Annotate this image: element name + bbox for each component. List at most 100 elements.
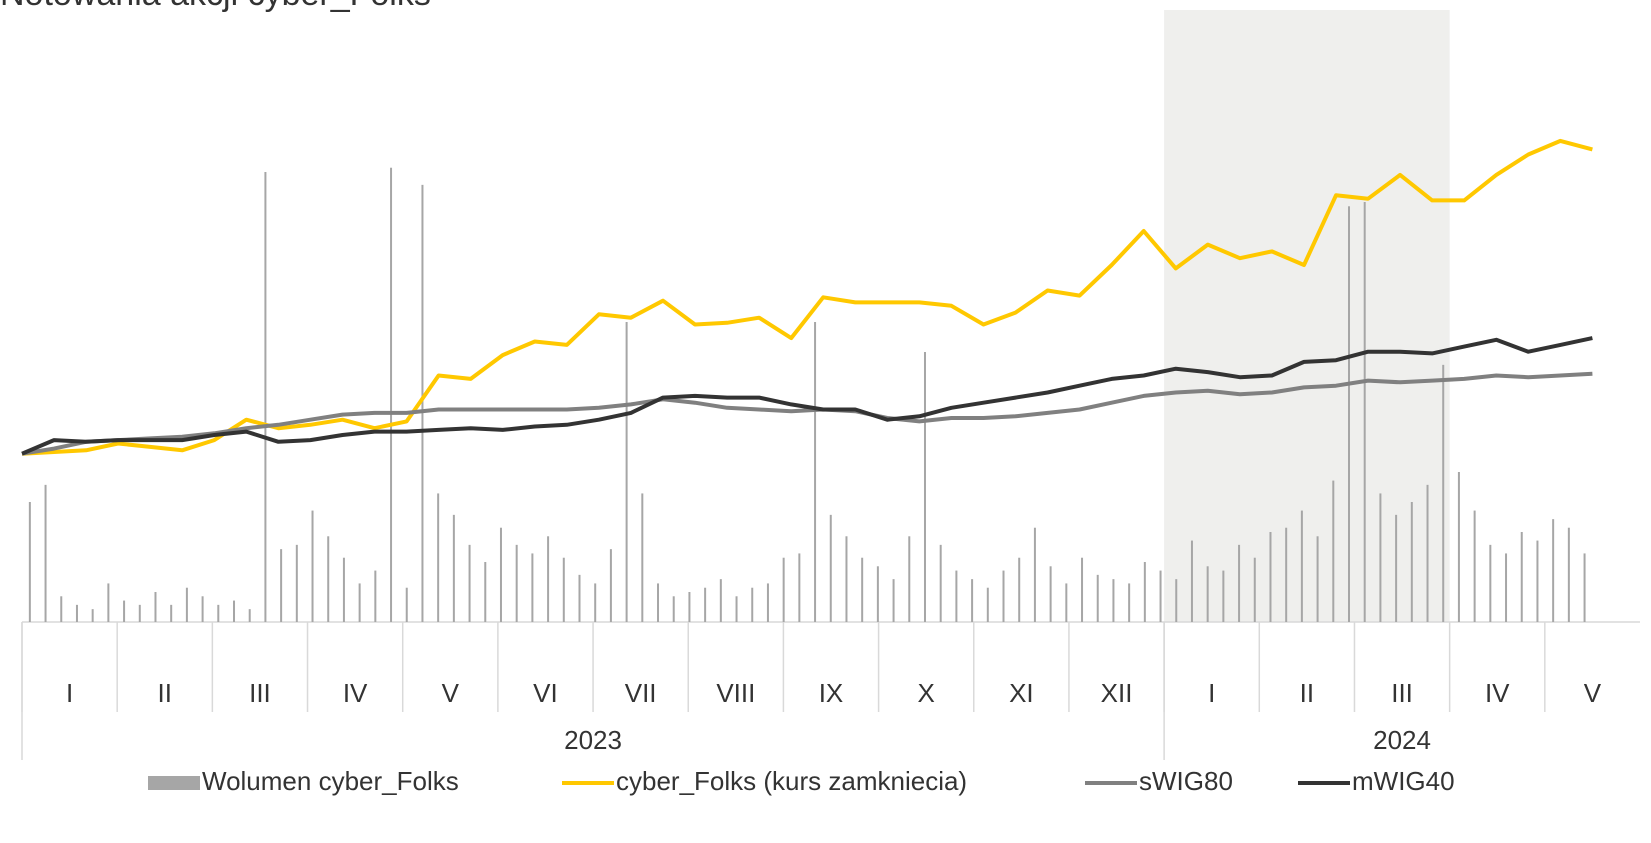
- volume-bar: [971, 579, 974, 622]
- volume-bar: [390, 167, 393, 622]
- volume-bar: [280, 549, 283, 622]
- volume-bar: [515, 544, 518, 622]
- volume-bar: [829, 514, 832, 622]
- volume-bar: [1363, 202, 1366, 622]
- volume-bar: [1096, 574, 1099, 622]
- volume-bar: [1253, 557, 1256, 622]
- volume-bar: [421, 184, 424, 622]
- x-tick-label: V: [442, 678, 460, 708]
- x-tick-label: II: [1300, 678, 1314, 708]
- shaded-period: [1164, 10, 1450, 622]
- volume-bar: [452, 514, 455, 622]
- volume-bar: [1002, 570, 1005, 622]
- volume-bar: [625, 322, 628, 622]
- volume-bar: [672, 596, 675, 622]
- volume-bar: [374, 570, 377, 622]
- legend-label: sWIG80: [1139, 766, 1233, 796]
- volume-bar: [170, 604, 173, 622]
- volume-bar: [1426, 484, 1429, 622]
- x-tick-label: I: [1208, 678, 1215, 708]
- volume-bar: [1410, 502, 1413, 622]
- volume-bar: [405, 587, 408, 622]
- volume-bar: [1332, 480, 1335, 622]
- volume-bar: [358, 583, 361, 622]
- volume-bar: [201, 596, 204, 622]
- volume-bar: [123, 600, 126, 622]
- volume-bar: [1112, 579, 1115, 622]
- volume-bar: [1379, 493, 1382, 622]
- volume-bar: [1143, 562, 1146, 622]
- legend-swatch: [148, 776, 200, 790]
- volume-bar: [28, 502, 31, 622]
- volume-bar: [1018, 557, 1021, 622]
- volume-bar: [1489, 544, 1492, 622]
- volume-bar: [531, 553, 534, 622]
- legend-label: Wolumen cyber_Folks: [202, 766, 459, 796]
- volume-bar: [1505, 553, 1508, 622]
- volume-bar: [751, 587, 754, 622]
- volume-bar: [1081, 557, 1084, 622]
- volume-bar: [1520, 532, 1523, 622]
- volume-bar: [217, 604, 220, 622]
- volume-bar: [107, 583, 110, 622]
- volume-bar: [185, 587, 188, 622]
- volume-bar: [264, 172, 267, 622]
- volume-bar: [1347, 206, 1350, 623]
- volume-bar: [923, 352, 926, 622]
- series-line: [21, 336, 1593, 456]
- volume-bar: [704, 587, 707, 622]
- x-tick-label: IV: [1485, 678, 1510, 708]
- volume-bar: [138, 604, 141, 622]
- volume-bar: [327, 536, 330, 622]
- volume-bar: [295, 544, 298, 622]
- x-tick-label: XII: [1101, 678, 1133, 708]
- volume-bar: [719, 579, 722, 622]
- volume-bar: [1206, 566, 1209, 622]
- volume-bar: [1049, 566, 1052, 622]
- x-tick-label: V: [1584, 678, 1602, 708]
- x-tick-label: X: [918, 678, 935, 708]
- volume-bar: [437, 493, 440, 622]
- volume-bar: [342, 557, 345, 622]
- volume-bar: [1222, 570, 1225, 622]
- volume-bar: [766, 583, 769, 622]
- volume-bar: [1285, 527, 1288, 622]
- volume-bar: [562, 557, 565, 622]
- volume-bar: [1442, 364, 1445, 622]
- volume-bar: [44, 484, 47, 622]
- volume-bar: [233, 600, 236, 622]
- volume-bar: [499, 527, 502, 622]
- volume-bar: [311, 510, 314, 622]
- volume-bar: [657, 583, 660, 622]
- volume-bar: [814, 322, 817, 622]
- volume-bar: [1583, 553, 1586, 622]
- legend-label: cyber_Folks (kurs zamkniecia): [616, 766, 967, 796]
- volume-bar: [955, 570, 958, 622]
- volume-bar: [1128, 583, 1131, 622]
- volume-bar: [1567, 527, 1570, 622]
- volume-bar: [154, 592, 157, 622]
- legend-label: mWIG40: [1352, 766, 1455, 796]
- background-layer: [1164, 10, 1450, 622]
- volume-bar: [986, 587, 989, 622]
- volume-bar: [609, 549, 612, 622]
- volume-bar: [75, 604, 78, 622]
- chart-title: Notowania akcji cyber_Folks: [0, 0, 431, 13]
- x-tick-label: XI: [1009, 678, 1034, 708]
- volume-bar: [1552, 519, 1555, 622]
- series-line: [21, 371, 1593, 456]
- x-tick-label: II: [158, 678, 172, 708]
- volume-bar: [248, 609, 251, 622]
- volume-bar: [468, 544, 471, 622]
- x-tick-label: VII: [625, 678, 657, 708]
- volume-bar: [1473, 510, 1476, 622]
- volume-bar: [735, 596, 738, 622]
- volume-bar: [1457, 472, 1460, 622]
- volume-bar: [1300, 510, 1303, 622]
- volume-bar: [892, 579, 895, 622]
- volume-bar: [1395, 514, 1398, 622]
- x-tick-label: VIII: [716, 678, 755, 708]
- x-tick-label: VI: [533, 678, 558, 708]
- series-line: [21, 138, 1593, 456]
